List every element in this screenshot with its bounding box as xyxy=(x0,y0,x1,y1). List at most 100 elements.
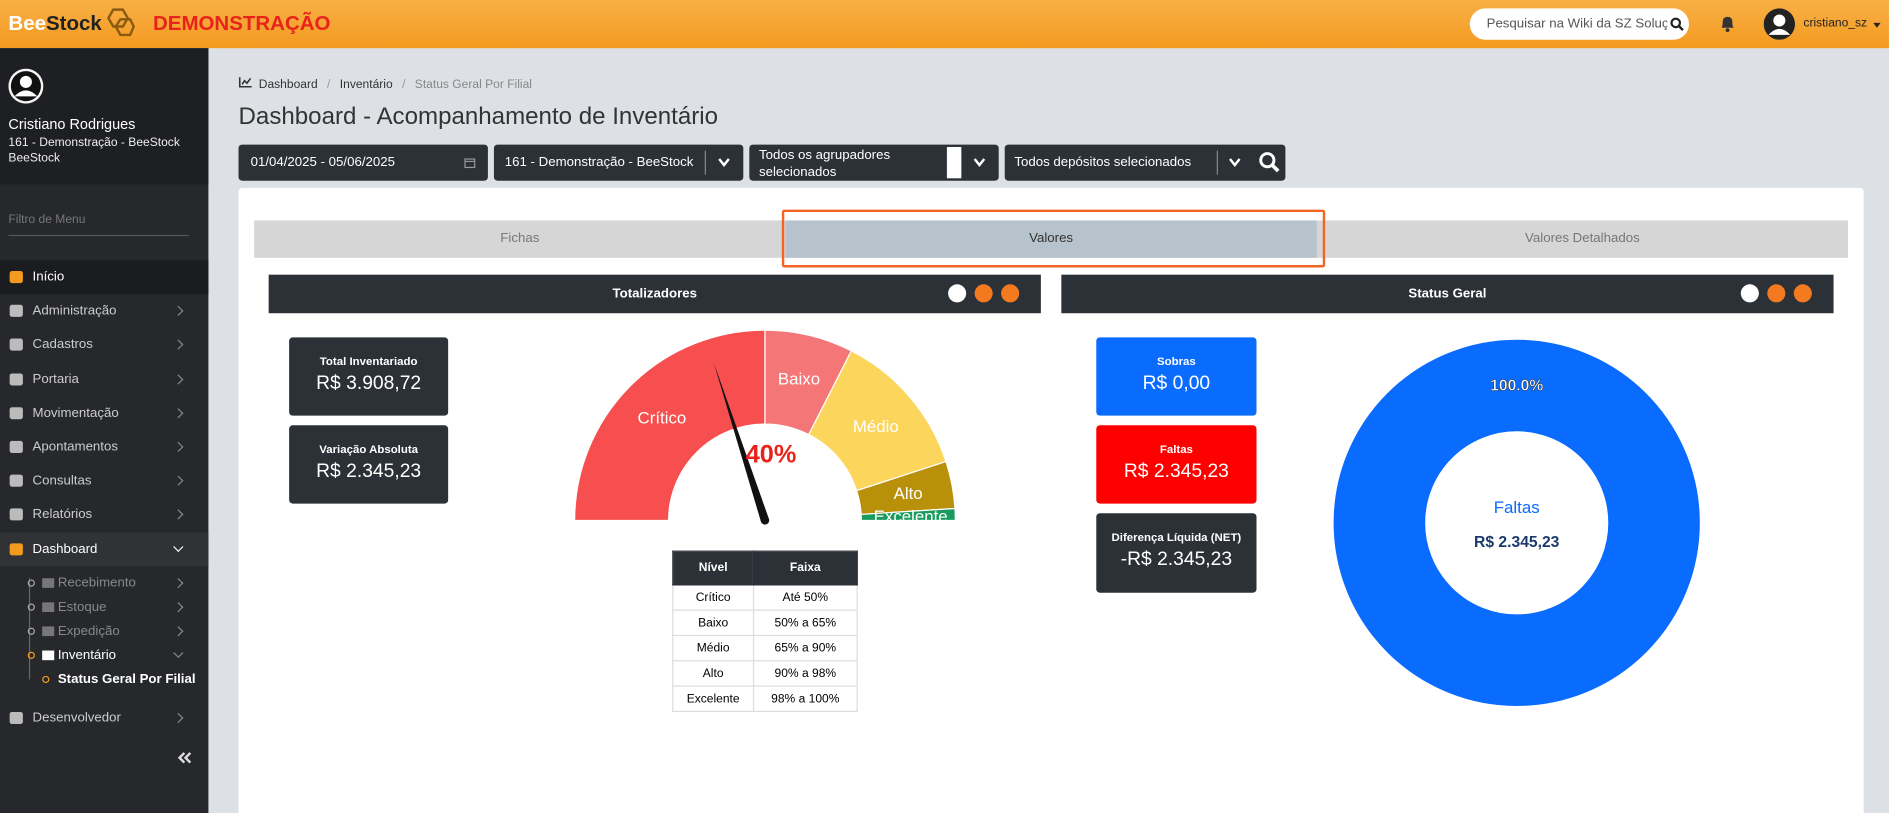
submenu-item[interactable]: Inventário xyxy=(0,643,208,667)
menu-label: Relatórios xyxy=(32,507,93,523)
tab-active[interactable]: Valores xyxy=(785,220,1317,258)
menu-item[interactable]: Cadastros xyxy=(0,328,208,362)
submenu-icon xyxy=(42,602,55,612)
table-cell: Até 50% xyxy=(752,584,858,611)
levels-table: Nível Faixa Crítico Até 50% Baixo 50% a 65% M… xyxy=(672,550,858,712)
highlight-box xyxy=(781,209,1326,268)
table-cell: Baixo xyxy=(672,609,755,637)
menu-item[interactable]: Administração xyxy=(0,294,208,328)
menu-filter[interactable]: Filtro de Menu xyxy=(8,213,190,237)
menu-item[interactable]: Dashboard xyxy=(0,531,209,566)
stat-card: Diferença Líquida (NET) -R$ 2.345,23 xyxy=(1096,513,1257,593)
card-label: Faltas xyxy=(1159,443,1193,457)
warehouses-filter[interactable]: Todos depósitos selecionados xyxy=(1004,144,1286,181)
menu-label: Dashboard xyxy=(32,541,98,557)
chevron xyxy=(173,541,184,552)
search-box[interactable]: Pesquisar na Wiki da SZ Soluções xyxy=(1469,8,1689,40)
collapse-panel-button[interactable] xyxy=(1793,284,1812,303)
refresh-button[interactable] xyxy=(1767,284,1786,303)
gauge-chart: Crítico Baixo Médio Alto Excelente 40% xyxy=(574,329,956,525)
breadcrumb-separator: / xyxy=(402,78,406,92)
fullscreen-button[interactable] xyxy=(948,284,967,303)
submenu-icon xyxy=(42,650,55,661)
donut-chart: 100.0% Faltas R$ 2.345,23 xyxy=(1333,339,1700,706)
panel-title: Totalizadores xyxy=(612,286,697,302)
search-button[interactable] xyxy=(1259,152,1281,174)
menu-item[interactable]: Apontamentos xyxy=(0,430,208,464)
search-placeholder: Pesquisar na Wiki da SZ Soluções xyxy=(1486,16,1668,32)
logo-bee: Bee xyxy=(8,12,47,35)
submenu-label: Expedição xyxy=(57,624,120,639)
menu-label: Portaria xyxy=(32,371,79,387)
menu-item[interactable]: Movimentação xyxy=(0,396,208,430)
donut-center-label: Faltas xyxy=(1494,498,1540,517)
collapse-panel-button[interactable] xyxy=(1001,284,1020,303)
search-icon xyxy=(1670,17,1684,31)
panel-header: Totalizadores xyxy=(268,274,1041,314)
notification-bell[interactable] xyxy=(1719,14,1736,33)
page-title: Dashboard - Acompanhamento de Inventário xyxy=(238,103,719,131)
table-cell: 65% a 90% xyxy=(752,634,858,662)
submenu-item[interactable]: Estoque xyxy=(0,595,208,619)
menu-icon xyxy=(9,542,23,555)
menu-icon xyxy=(9,372,23,386)
chevron xyxy=(173,626,184,637)
submenu-item[interactable]: Expedição xyxy=(0,619,208,643)
chevron xyxy=(173,509,184,520)
menu-item[interactable]: Relatórios xyxy=(0,498,208,532)
submenu-label: Status Geral Por Filial xyxy=(57,672,196,687)
chevron xyxy=(173,441,184,453)
date-range-filter[interactable]: 01/04/2025 - 05/06/2025 xyxy=(238,144,488,181)
menu-label: Início xyxy=(32,269,65,285)
collapse-button[interactable] xyxy=(177,749,192,768)
gauge-label: Médio xyxy=(853,417,899,436)
submenu-item[interactable]: Recebimento xyxy=(0,571,208,595)
stat-card: Total Inventariado R$ 3.908,72 xyxy=(289,337,449,416)
scrollbar[interactable] xyxy=(946,146,962,179)
breadcrumb-current: Status Geral Por Filial xyxy=(414,78,532,92)
submenu-dot xyxy=(27,579,35,587)
menu-icon xyxy=(9,338,23,352)
dropdown-icon xyxy=(973,158,986,167)
breadcrumb: Dashboard / Inventário / Status Geral Po… xyxy=(238,77,532,92)
card-value: R$ 2.345,23 xyxy=(1123,461,1229,482)
logo[interactable]: BeeStock xyxy=(8,12,101,36)
table-cell: Excelente xyxy=(672,685,755,712)
submenu-icon xyxy=(42,626,55,637)
tab[interactable]: Fichas xyxy=(500,231,540,246)
card-value: R$ 2.345,23 xyxy=(316,461,422,482)
logo-stock: Stock xyxy=(46,12,102,35)
menu-label: Administração xyxy=(32,303,117,319)
tab[interactable]: Valores Detalhados xyxy=(1525,231,1640,246)
menu-item[interactable]: Desenvolvedor xyxy=(0,701,208,735)
dropdown-icon xyxy=(718,158,730,167)
gauge-label: Alto xyxy=(894,484,923,503)
groupers-filter[interactable]: Todos os agrupadores selecionados xyxy=(749,144,999,181)
company-filter[interactable]: 161 - Demonstração - BeeStock xyxy=(493,144,744,181)
card-label: Total Inventariado xyxy=(319,355,418,369)
submenu-item[interactable]: Status Geral Por Filial xyxy=(0,667,208,691)
fullscreen-button[interactable] xyxy=(1740,284,1759,303)
menu-item[interactable]: Portaria xyxy=(0,362,208,396)
gauge-segment xyxy=(860,507,956,522)
user-caret xyxy=(1873,22,1881,28)
username[interactable]: cristiano_sz xyxy=(1803,16,1868,31)
chevron xyxy=(173,305,184,317)
top-bar: BeeStock DEMONSTRAÇÃO Pesquisar na Wiki … xyxy=(0,0,1889,49)
submenu-label: Estoque xyxy=(57,599,107,615)
menu-item[interactable]: Início xyxy=(0,260,209,294)
user-avatar[interactable] xyxy=(1763,8,1796,40)
breadcrumb-item[interactable]: Dashboard xyxy=(258,78,318,92)
breadcrumb-item[interactable]: Inventário xyxy=(339,78,393,92)
menu-item[interactable]: Consultas xyxy=(0,464,208,498)
divider xyxy=(1216,150,1218,175)
gauge-value: 40% xyxy=(746,441,797,469)
submenu-dot xyxy=(27,603,35,611)
stat-card: Faltas R$ 2.345,23 xyxy=(1096,425,1257,504)
chevron xyxy=(173,647,184,659)
table-cell: 98% a 100% xyxy=(752,685,858,712)
refresh-button[interactable] xyxy=(974,284,993,303)
card-value: -R$ 2.345,23 xyxy=(1120,549,1233,570)
menu-icon xyxy=(9,474,23,487)
